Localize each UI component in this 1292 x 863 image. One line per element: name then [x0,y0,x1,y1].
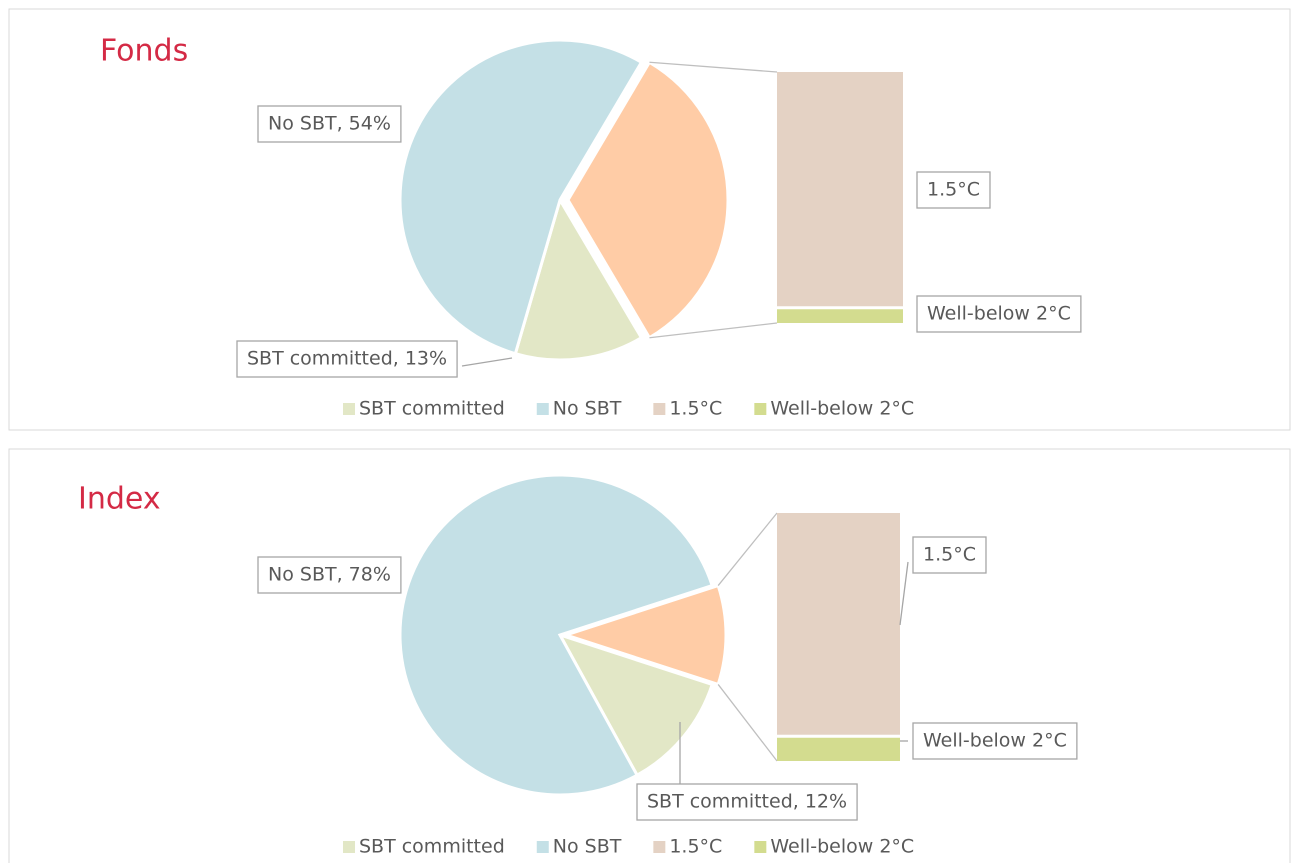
pie-slice [398,38,644,356]
data-label-box [916,295,1082,333]
legend-label: Well-below 2°C [770,836,914,858]
data-label-box [257,556,402,594]
data-label: SBT committed, 13% [247,348,447,370]
legend-label: 1.5°C [669,398,722,420]
legend-label: No SBT [553,398,622,420]
legend-label: SBT committed [359,836,505,858]
connector-line [717,512,778,586]
legend-swatch [653,403,666,415]
connector-line [649,61,778,73]
pie-slice [566,60,730,340]
legend-swatch [754,841,767,853]
legend-label: 1.5°C [669,836,722,858]
connector-line [649,322,778,339]
data-label: Well-below 2°C [927,303,1071,325]
data-label-box [236,340,458,378]
leader-line [461,357,513,367]
pie-slice [513,196,644,362]
data-label-box [257,105,402,143]
chart-title: Index [78,482,161,517]
legend-label: No SBT [553,836,622,858]
bar-segment [777,72,903,308]
legend-swatch [343,403,355,415]
data-label: No SBT, 54% [268,113,391,135]
pie-slice [398,473,715,797]
bar-segment [777,736,900,761]
legend-swatch [754,403,767,415]
chart-title: Fonds [100,34,188,69]
data-label: 1.5°C [927,179,980,201]
legend-swatch [653,841,666,853]
data-label: SBT committed, 12% [647,791,847,813]
data-label-box [912,722,1078,760]
data-label: No SBT, 78% [268,564,391,586]
leader-line [899,561,909,626]
data-label: Well-below 2°C [923,730,1067,752]
data-label-box [916,171,991,209]
legend-swatch [343,841,355,853]
legend-label: SBT committed [359,398,505,420]
connector-line [717,684,778,762]
data-label-box [912,536,987,574]
legend-label: Well-below 2°C [770,398,914,420]
bar-segment [777,513,900,737]
bar-segment [777,307,903,323]
pie-slice [556,632,715,778]
data-label: 1.5°C [923,544,976,566]
legend-swatch [536,841,549,853]
legend-swatch [536,403,549,415]
data-label-box [636,783,858,821]
pie-slice [561,583,728,687]
